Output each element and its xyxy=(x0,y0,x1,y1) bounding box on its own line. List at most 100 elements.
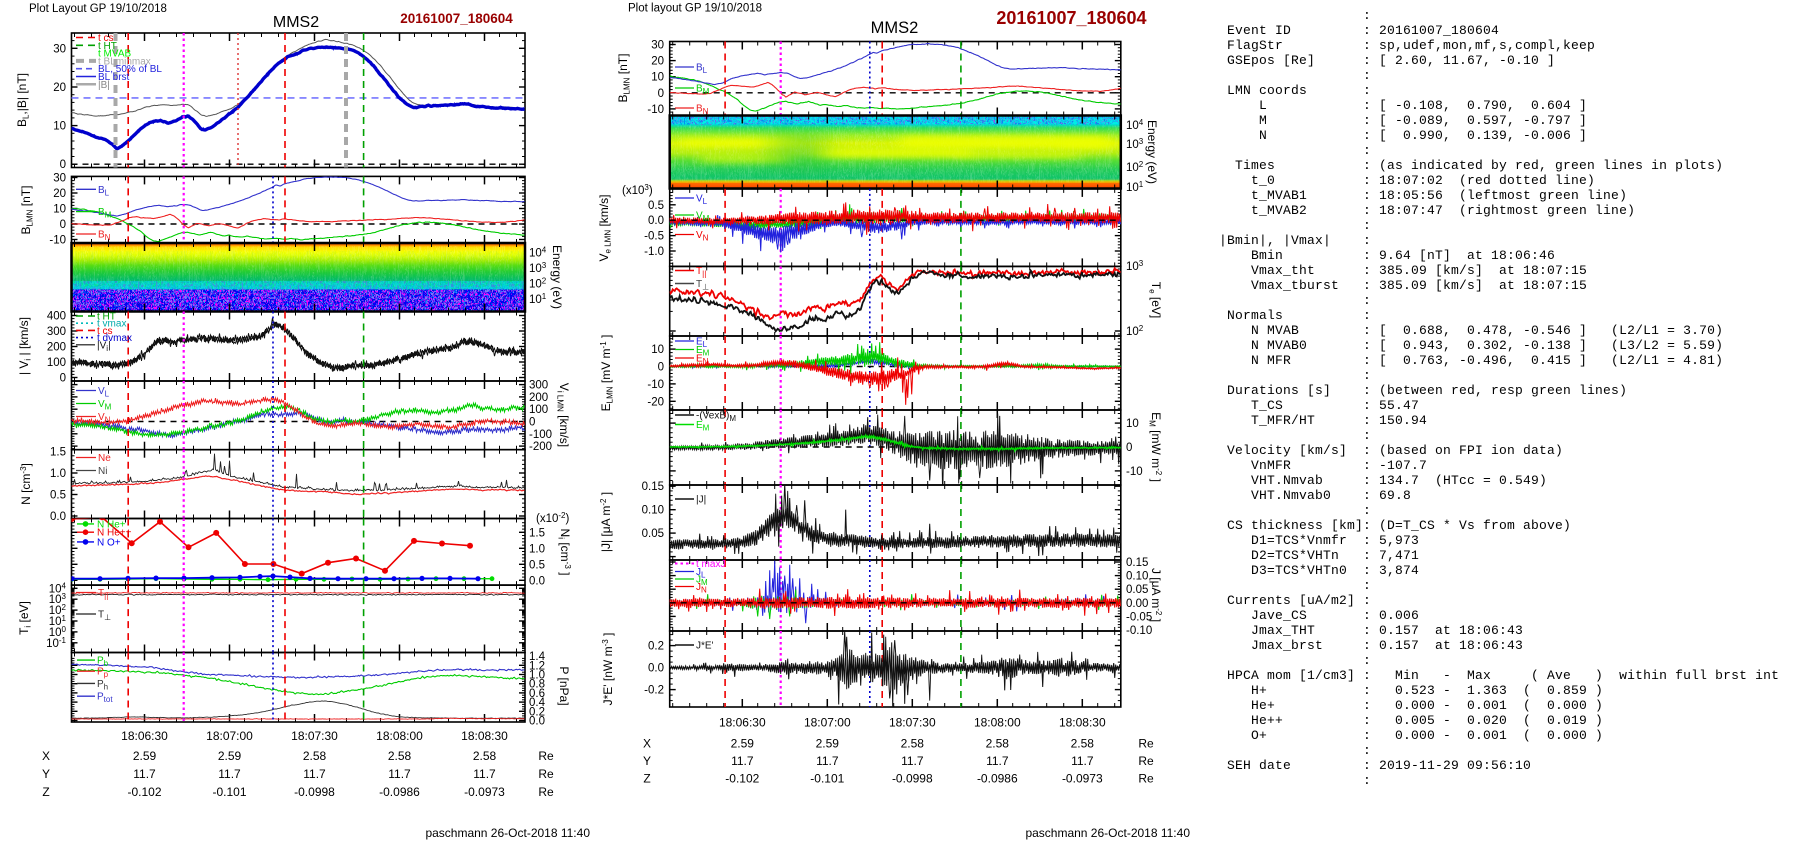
svg-text:30: 30 xyxy=(53,173,66,185)
svg-text:-0.0998: -0.0998 xyxy=(892,772,933,786)
svg-text:2.59: 2.59 xyxy=(816,737,840,751)
svg-text:Y: Y xyxy=(643,754,651,768)
svg-text:-0.0973: -0.0973 xyxy=(464,785,505,799)
svg-text:0.15: 0.15 xyxy=(642,481,664,493)
svg-text:-0.0998: -0.0998 xyxy=(294,785,335,799)
svg-text:18:08:30: 18:08:30 xyxy=(1059,716,1106,730)
svg-text:Z: Z xyxy=(42,785,49,799)
svg-text:18:06:30: 18:06:30 xyxy=(121,729,168,743)
svg-text:0.0: 0.0 xyxy=(648,663,664,675)
svg-text:18:07:30: 18:07:30 xyxy=(291,729,338,743)
svg-text:t HT: t HT xyxy=(98,41,117,52)
svg-text:103: 103 xyxy=(1126,259,1144,273)
svg-text:18:08:30: 18:08:30 xyxy=(461,729,508,743)
svg-text:18:08:00: 18:08:00 xyxy=(376,729,423,743)
svg-text:18:07:00: 18:07:00 xyxy=(804,716,851,730)
svg-text:|B|: |B| xyxy=(98,80,110,91)
svg-text:Ti [eV]: Ti [eV] xyxy=(17,601,33,635)
svg-text:2.59: 2.59 xyxy=(218,749,242,763)
svg-text:Energy (eV): Energy (eV) xyxy=(550,245,564,309)
svg-text:|Vi|: |Vi| xyxy=(97,340,111,353)
svg-text:300: 300 xyxy=(529,380,548,392)
svg-text:EN: EN xyxy=(696,354,709,367)
svg-text:Vi LMN [km/s]: Vi LMN [km/s] xyxy=(556,383,572,447)
svg-text:100: 100 xyxy=(47,357,66,369)
svg-text:11.7: 11.7 xyxy=(473,767,496,781)
svg-text:20: 20 xyxy=(53,188,66,200)
svg-text:200: 200 xyxy=(529,392,548,404)
svg-text:11.7: 11.7 xyxy=(986,754,1009,768)
svg-text:Ptot: Ptot xyxy=(97,692,113,705)
svg-text:J*E': J*E' xyxy=(696,641,714,652)
svg-text:BL,|B| [nT]: BL,|B| [nT] xyxy=(15,73,31,127)
svg-text:10: 10 xyxy=(651,72,664,84)
svg-text:0: 0 xyxy=(658,88,664,100)
svg-text:300: 300 xyxy=(47,326,66,338)
svg-text:BL brst: BL brst xyxy=(98,72,130,83)
svg-text:t HT: t HT xyxy=(97,312,116,323)
svg-text:10: 10 xyxy=(53,121,66,133)
svg-text:-0.101: -0.101 xyxy=(212,785,246,799)
svg-text:Plot layout GP 19/10/2018: Plot layout GP 19/10/2018 xyxy=(628,3,762,15)
svg-text:0.5: 0.5 xyxy=(50,490,66,502)
svg-text:11.7: 11.7 xyxy=(218,767,241,781)
svg-text:0: 0 xyxy=(60,373,66,385)
svg-text:t maxJ: t maxJ xyxy=(696,559,725,570)
svg-text:T⊥: T⊥ xyxy=(696,279,709,292)
svg-text:EM [mW m-2 ]: EM [mW m-2 ] xyxy=(1148,412,1164,482)
svg-text:0: 0 xyxy=(1126,442,1132,454)
svg-text:1.0: 1.0 xyxy=(529,670,545,682)
svg-text:BLMN [nT]: BLMN [nT] xyxy=(19,186,35,235)
svg-text:-10: -10 xyxy=(49,235,66,247)
svg-text:Re: Re xyxy=(538,785,554,799)
svg-text:0: 0 xyxy=(60,159,66,171)
svg-text:paschmann 26-Oct-2018 11:40: paschmann 26-Oct-2018 11:40 xyxy=(1025,826,1190,840)
svg-text:EM: EM xyxy=(696,420,710,433)
svg-text:Ne: Ne xyxy=(98,453,111,464)
svg-text:P [nPa]: P [nPa] xyxy=(557,666,571,705)
svg-text:VN: VN xyxy=(98,412,111,425)
svg-text:N [cm-3]: N [cm-3] xyxy=(19,463,33,505)
svg-text:JM: JM xyxy=(696,575,708,588)
svg-text:18:07:00: 18:07:00 xyxy=(206,729,253,743)
svg-text:T⊥: T⊥ xyxy=(98,610,111,623)
svg-text:0.00: 0.00 xyxy=(1126,598,1148,610)
svg-text:0.0: 0.0 xyxy=(50,511,66,523)
svg-text:-0.102: -0.102 xyxy=(127,785,161,799)
svg-text:(x10-2): (x10-2) xyxy=(536,511,570,525)
svg-text:|J| [μA m-2 ]: |J| [μA m-2 ] xyxy=(599,492,613,552)
svg-text:103: 103 xyxy=(529,261,547,275)
svg-text:-100: -100 xyxy=(529,429,552,441)
svg-text:J*E' [nW m-3 ]: J*E' [nW m-3 ] xyxy=(601,633,615,706)
svg-text:0.2: 0.2 xyxy=(648,641,664,653)
svg-text:11.7: 11.7 xyxy=(731,754,754,768)
svg-text:Re: Re xyxy=(1138,737,1154,751)
svg-text:Ni [cm-3 ]: Ni [cm-3 ] xyxy=(557,529,573,576)
svg-text:MMS2: MMS2 xyxy=(273,14,319,31)
svg-text:BL: BL xyxy=(98,185,110,198)
svg-text:Z: Z xyxy=(643,772,650,786)
svg-text:400: 400 xyxy=(47,311,66,323)
svg-text:2.58: 2.58 xyxy=(473,749,497,763)
svg-text:BLMN [nT]: BLMN [nT] xyxy=(616,54,632,103)
svg-text:ELMN [mV m-1 ]: ELMN [mV m-1 ] xyxy=(599,335,615,412)
svg-text:10-1: 10-1 xyxy=(46,636,66,650)
svg-text:11.7: 11.7 xyxy=(1071,754,1094,768)
svg-text:-0.0986: -0.0986 xyxy=(379,785,420,799)
svg-text:0.6: 0.6 xyxy=(529,688,545,700)
svg-text:102: 102 xyxy=(1126,160,1144,174)
svg-text:0.2: 0.2 xyxy=(529,706,545,718)
svg-text:BL, 50% of BL: BL, 50% of BL xyxy=(98,64,162,75)
svg-text:10: 10 xyxy=(651,344,664,356)
svg-text:VL: VL xyxy=(98,386,110,399)
svg-text:2.59: 2.59 xyxy=(133,749,157,763)
svg-text:VN: VN xyxy=(696,230,709,243)
svg-text:MMS2: MMS2 xyxy=(871,19,919,37)
svg-text:t cs: t cs xyxy=(98,33,114,44)
svg-text:0.10: 0.10 xyxy=(642,505,664,517)
svg-text:-0.101: -0.101 xyxy=(810,772,844,786)
svg-text:t BLminmax: t BLminmax xyxy=(98,56,151,67)
svg-text:Energy (eV): Energy (eV) xyxy=(1145,120,1159,184)
svg-text:0: 0 xyxy=(529,417,535,429)
svg-text:Ve LMN [km/s]: Ve LMN [km/s] xyxy=(597,195,613,262)
